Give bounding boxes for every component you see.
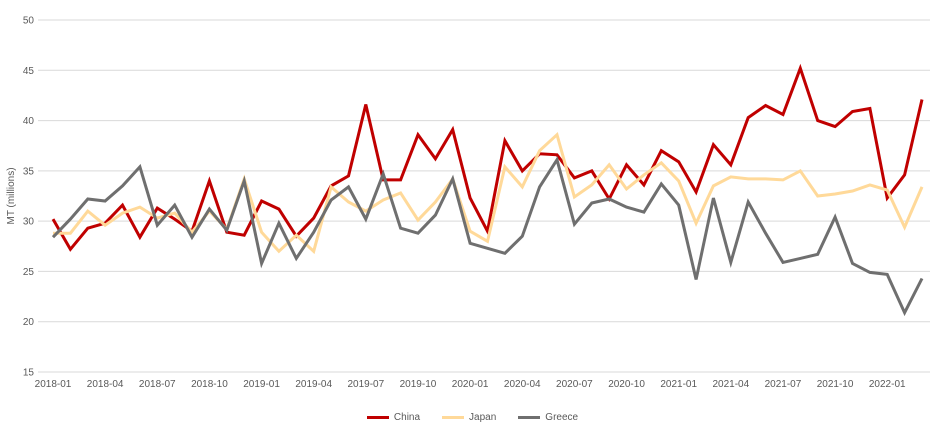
x-tick-label: 2019-01: [243, 379, 280, 390]
y-tick-label: 50: [23, 16, 35, 27]
legend-label: China: [393, 412, 421, 423]
x-tick-label: 2021-01: [660, 379, 697, 390]
y-tick-label: 35: [23, 166, 35, 177]
x-tick-label: 2018-07: [139, 379, 176, 390]
y-axis-label: MT (millions): [6, 167, 17, 224]
x-axis-ticks: 2018-01 2018-04 2018-07 2018-10 2019-01 2019-…: [35, 379, 906, 390]
x-tick-label: 2020-07: [556, 379, 593, 390]
x-tick-label: 2020-01: [452, 379, 489, 390]
legend-item-greece: Greece: [518, 412, 578, 423]
x-tick-label: 2020-10: [608, 379, 645, 390]
legend-swatch: [518, 416, 541, 419]
y-tick-label: 25: [23, 267, 35, 278]
y-tick-label: 20: [23, 317, 35, 328]
y-tick-label: 40: [23, 116, 35, 127]
y-tick-label: 15: [23, 368, 35, 379]
x-tick-label: 2020-04: [504, 379, 541, 390]
x-tick-label: 2021-04: [712, 379, 749, 390]
x-tick-label: 2021-10: [817, 379, 854, 390]
y-tick-label: 45: [23, 66, 35, 77]
x-tick-label: 2018-10: [191, 379, 228, 390]
x-tick-label: 2018-04: [87, 379, 124, 390]
x-tick-label: 2019-07: [347, 379, 384, 390]
legend-item-japan: Japan: [442, 412, 496, 423]
x-tick-label: 2019-10: [400, 379, 437, 390]
legend-label: Japan: [469, 412, 497, 423]
series-line-greece: [51, 156, 924, 317]
legend-swatch: [442, 416, 465, 419]
legend-swatch: [366, 416, 389, 419]
x-tick-label: 2022-01: [869, 379, 906, 390]
legend: China Japan Greece: [0, 412, 945, 423]
y-axis-ticks: 15 20 25 30 35 40 45 50: [23, 16, 35, 379]
gridlines: [38, 19, 930, 373]
legend-label: Greece: [545, 412, 579, 423]
x-tick-label: 2018-01: [35, 379, 72, 390]
x-tick-label: 2019-04: [295, 379, 332, 390]
series-line-china: [51, 63, 924, 252]
y-tick-label: 30: [23, 217, 35, 228]
x-tick-label: 2021-07: [765, 379, 802, 390]
series-lines: [51, 63, 924, 317]
legend-item-china: China: [366, 412, 421, 423]
